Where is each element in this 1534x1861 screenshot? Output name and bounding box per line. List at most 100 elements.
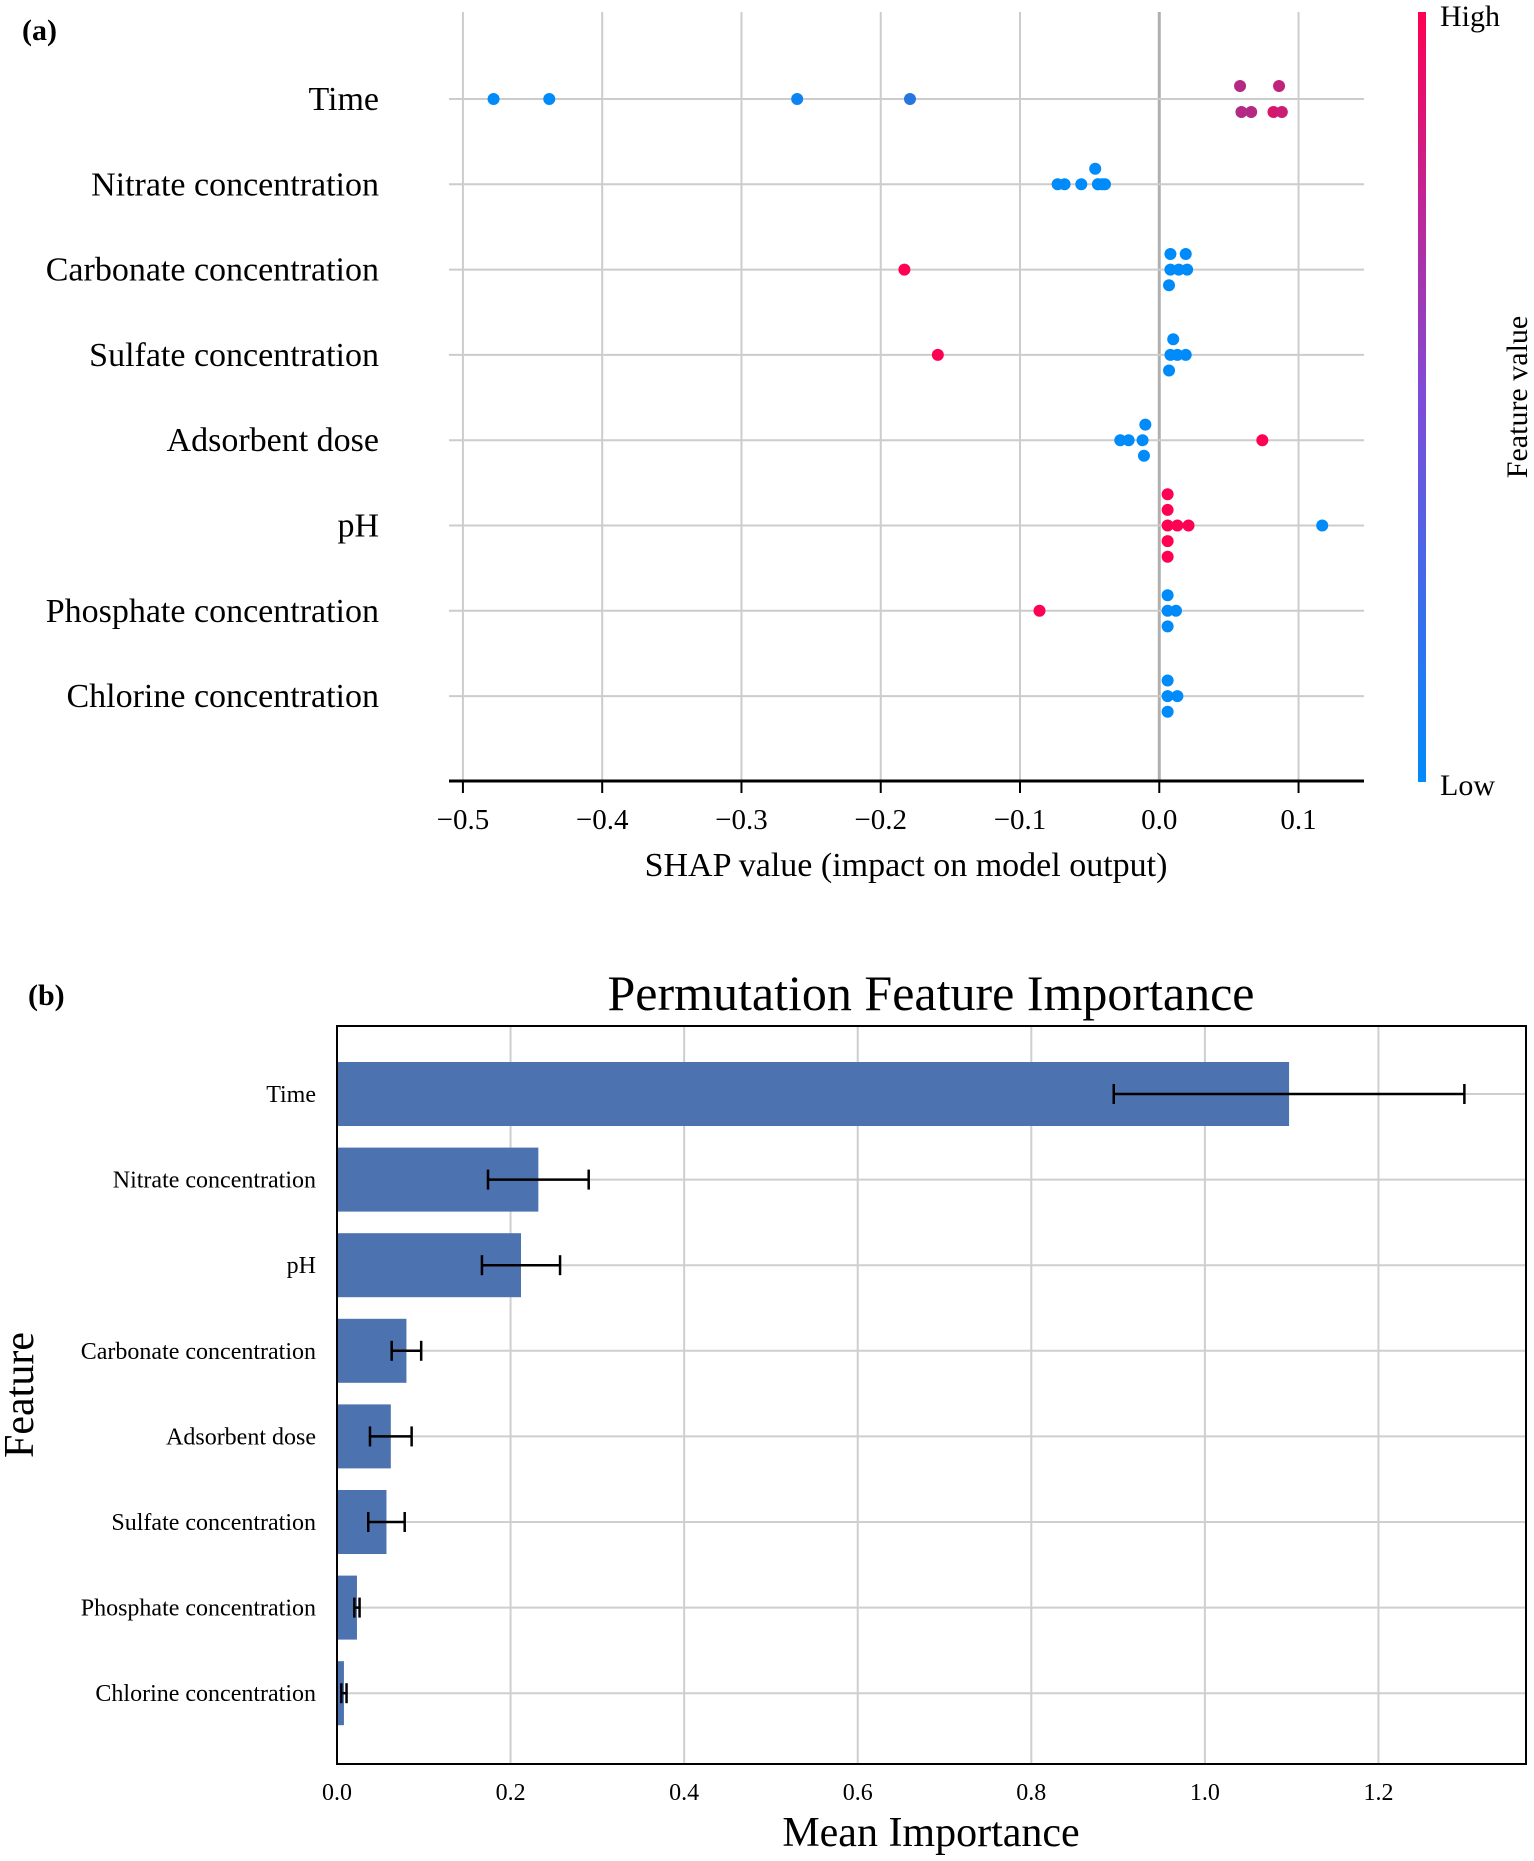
- shap-point: [1058, 178, 1071, 191]
- shap-point: [1161, 535, 1174, 548]
- shap-point: [1256, 434, 1269, 447]
- shap-point: [1169, 604, 1182, 617]
- shap-point: [1163, 279, 1176, 292]
- shap-feature-label: Carbonate concentration: [46, 252, 379, 289]
- shap-tick-label: 0.1: [1280, 804, 1316, 836]
- shap-point: [1161, 604, 1174, 617]
- importance-plot-frame: [336, 1025, 1527, 1765]
- shap-point: [1096, 178, 1109, 191]
- shap-point: [1089, 162, 1102, 175]
- shap-feature-label: Chlorine concentration: [66, 678, 379, 715]
- importance-category-label: Phosphate concentration: [81, 1596, 316, 1622]
- importance-tick-label: 0.6: [843, 1780, 873, 1806]
- shap-feature-label: Phosphate concentration: [46, 593, 379, 630]
- shap-point: [903, 93, 916, 105]
- importance-category-label: Chlorine concentration: [95, 1681, 316, 1707]
- importance-tick-label: 0.2: [496, 1780, 526, 1806]
- importance-category-label: Nitrate concentration: [113, 1168, 316, 1194]
- shap-point: [1122, 434, 1135, 447]
- panel-a-label: (a): [22, 14, 57, 47]
- shap-point: [1164, 248, 1177, 260]
- shap-tick-label: −0.3: [715, 804, 768, 836]
- shap-point: [1172, 263, 1185, 276]
- importance-bars: [337, 1062, 1290, 1726]
- shap-point: [1161, 589, 1174, 602]
- shap-point: [1075, 178, 1088, 191]
- shap-point: [1273, 80, 1286, 92]
- shap-point: [1114, 434, 1127, 447]
- colorbar-gradient: [1418, 12, 1426, 782]
- shap-point: [791, 93, 804, 105]
- importance-category-label: pH: [287, 1253, 316, 1279]
- importance-tick-label: 0.0: [322, 1780, 352, 1806]
- importance-tick-label: 0.8: [1016, 1780, 1046, 1806]
- importance-category-label: Adsorbent dose: [166, 1424, 316, 1450]
- shap-point: [1179, 248, 1192, 260]
- importance-tick-label: 1.2: [1363, 1780, 1393, 1806]
- panel-b-label: (b): [28, 979, 65, 1012]
- shap-point: [1245, 106, 1258, 118]
- shap-point: [1033, 604, 1046, 617]
- importance-category-labels: Time Nitrate concentration pH Carbonate con…: [81, 1082, 316, 1707]
- importance-x-ticks: 0.0 0.2 0.4 0.6 0.8 1.0 1.2: [322, 1780, 1393, 1806]
- shap-point: [487, 93, 500, 105]
- shap-point: [1171, 519, 1184, 532]
- importance-bar: [337, 1575, 357, 1640]
- shap-gridlines: [461, 12, 1300, 781]
- shap-x-axis-label: SHAP value (impact on model output): [645, 847, 1168, 884]
- shap-panel: (a) Time Nitrate concentration Carbonate c…: [22, 0, 1534, 884]
- shap-point: [1171, 690, 1184, 703]
- importance-category-label: Time: [266, 1082, 316, 1108]
- shap-point: [1161, 550, 1174, 563]
- shap-tick-label: 0.0: [1141, 804, 1177, 836]
- importance-y-axis-label: Feature: [0, 1332, 43, 1458]
- shap-tick-label: −0.1: [994, 804, 1047, 836]
- shap-point: [1179, 348, 1192, 361]
- shap-points: [487, 80, 1329, 718]
- shap-point: [1136, 434, 1149, 447]
- shap-point: [543, 93, 556, 105]
- importance-tick-label: 0.4: [669, 1780, 699, 1806]
- importance-tick-label: 1.0: [1190, 1780, 1220, 1806]
- shap-feature-label: Sulfate concentration: [89, 337, 379, 374]
- shap-tick-label: −0.5: [437, 804, 490, 836]
- shap-feature-label: Nitrate concentration: [91, 166, 379, 203]
- shap-point: [1139, 418, 1152, 431]
- shap-point: [1137, 449, 1150, 462]
- shap-point: [1164, 263, 1177, 276]
- shap-feature-rows: Time Nitrate concentration Carbonate conce…: [46, 81, 1364, 715]
- shap-feature-label: Adsorbent dose: [167, 422, 379, 459]
- shap-feature-label: pH: [337, 508, 379, 545]
- shap-point: [1163, 364, 1176, 377]
- colorbar-low-label: Low: [1440, 769, 1495, 802]
- shap-point: [1316, 519, 1329, 532]
- shap-point: [1235, 106, 1248, 118]
- importance-category-label: Sulfate concentration: [111, 1510, 316, 1536]
- shap-point: [931, 348, 944, 361]
- shap-point: [1161, 519, 1174, 532]
- shap-point: [1161, 674, 1174, 687]
- importance-error-bars: [340, 1084, 1466, 1704]
- importance-category-label: Carbonate concentration: [81, 1339, 316, 1365]
- shap-point: [1275, 106, 1288, 118]
- shap-point: [1161, 690, 1174, 703]
- importance-panel: (b) Permutation Feature Importance Time N…: [0, 965, 1527, 1856]
- shap-feature-label: Time: [308, 81, 379, 118]
- shap-point: [1234, 80, 1247, 92]
- shap-point: [1181, 263, 1194, 276]
- shap-point: [1161, 620, 1174, 633]
- shap-point: [1267, 106, 1280, 118]
- shap-point: [1171, 348, 1184, 361]
- colorbar-title: Feature value: [1501, 316, 1534, 478]
- shap-point: [1161, 488, 1174, 501]
- colorbar-high-label: High: [1440, 0, 1500, 33]
- importance-gridlines: [336, 1026, 1526, 1764]
- importance-x-axis-label: Mean Importance: [782, 1810, 1079, 1856]
- shap-point: [1167, 333, 1180, 346]
- shap-colorbar: High Low Feature value: [1418, 0, 1534, 802]
- shap-point: [898, 263, 911, 276]
- shap-point: [1161, 705, 1174, 718]
- importance-title: Permutation Feature Importance: [608, 965, 1255, 1021]
- shap-point: [1182, 519, 1195, 532]
